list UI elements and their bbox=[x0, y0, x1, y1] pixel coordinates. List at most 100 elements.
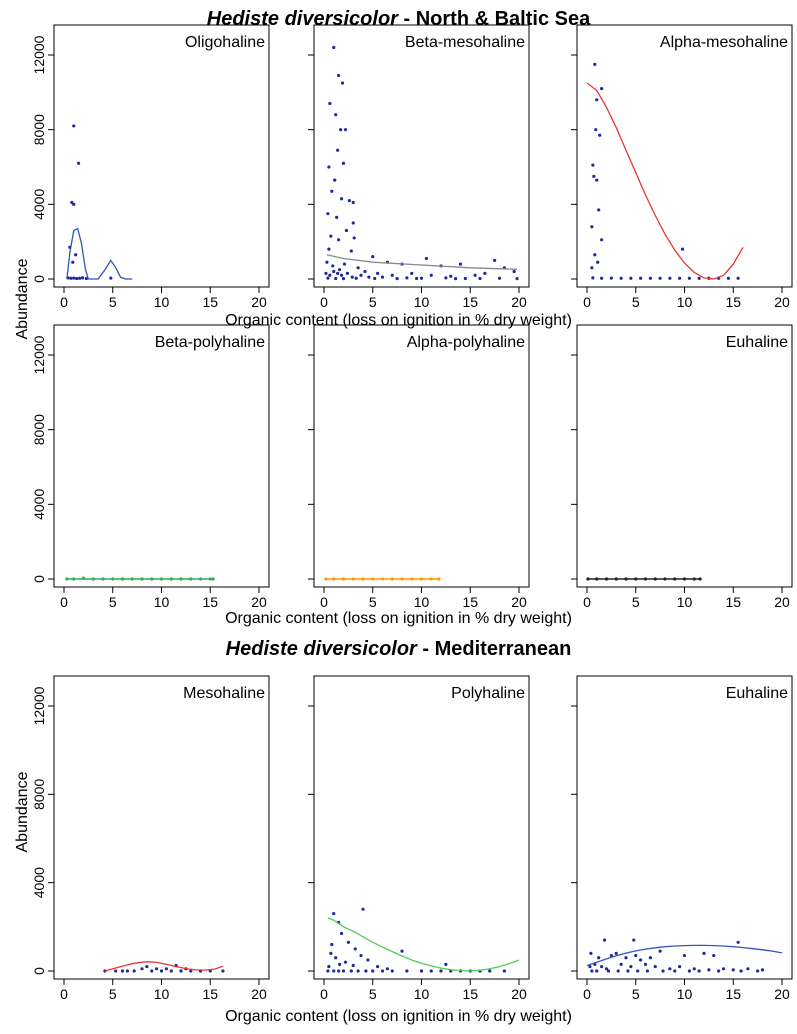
data-point bbox=[332, 45, 336, 50]
data-point bbox=[77, 161, 81, 165]
data-point bbox=[345, 271, 349, 275]
panel-label: Alpha-polyhaline bbox=[407, 334, 525, 351]
data-point bbox=[109, 276, 113, 280]
x-tick-label: 5 bbox=[369, 986, 377, 1002]
x-tick-label: 20 bbox=[774, 986, 790, 1002]
y-tick-label: 12000 bbox=[31, 335, 47, 374]
x-tick-label: 15 bbox=[725, 986, 741, 1002]
data-point bbox=[478, 276, 482, 281]
data-point bbox=[356, 969, 360, 973]
data-point bbox=[354, 276, 358, 280]
data-point bbox=[736, 940, 740, 944]
x-tick-label: 10 bbox=[677, 986, 693, 1002]
data-point bbox=[341, 969, 346, 973]
data-point bbox=[337, 969, 341, 973]
data-point bbox=[343, 960, 348, 964]
x-tick-label: 0 bbox=[320, 986, 328, 1002]
data-point bbox=[111, 577, 115, 581]
x-tick-label: 20 bbox=[511, 986, 527, 1002]
panel-label: Euhaline bbox=[726, 685, 788, 702]
x-tick-label: 5 bbox=[632, 294, 640, 310]
data-point bbox=[429, 577, 433, 581]
data-point bbox=[410, 577, 414, 581]
x-tick-label: 20 bbox=[251, 986, 267, 1002]
data-point bbox=[698, 577, 702, 581]
data-point bbox=[707, 968, 711, 972]
data-point bbox=[597, 208, 601, 212]
data-point bbox=[678, 964, 682, 969]
panel-label: Mesohaline bbox=[183, 685, 265, 702]
data-point bbox=[130, 577, 134, 581]
data-point bbox=[84, 276, 89, 281]
data-point bbox=[419, 577, 424, 581]
data-point bbox=[80, 276, 85, 280]
data-point bbox=[596, 260, 600, 264]
y-tick-label: 12000 bbox=[31, 35, 47, 74]
data-point bbox=[342, 262, 347, 266]
data-point bbox=[332, 969, 336, 973]
x-tick-label: 0 bbox=[583, 986, 591, 1002]
data-point bbox=[350, 275, 354, 279]
data-point bbox=[488, 969, 492, 973]
data-point bbox=[341, 161, 346, 165]
data-point bbox=[405, 969, 409, 973]
data-point bbox=[120, 969, 125, 973]
data-point bbox=[328, 273, 332, 277]
data-point bbox=[326, 212, 330, 216]
data-point bbox=[595, 969, 599, 973]
data-point bbox=[371, 255, 375, 259]
x-tick-label: 0 bbox=[60, 594, 68, 610]
x-tick-label: 10 bbox=[154, 594, 170, 610]
figure-title-mediterranean: Hediste diversicolor - Mediterranean bbox=[0, 638, 797, 661]
data-point bbox=[444, 276, 448, 280]
data-point bbox=[159, 577, 164, 581]
x-tick-label: 15 bbox=[725, 594, 741, 610]
data-point bbox=[593, 62, 597, 66]
data-point bbox=[614, 951, 618, 955]
data-point bbox=[673, 577, 677, 581]
x-tick-label: 5 bbox=[109, 594, 117, 610]
data-point bbox=[629, 276, 633, 280]
data-point bbox=[352, 236, 356, 240]
data-point bbox=[593, 253, 597, 257]
data-point bbox=[639, 958, 643, 962]
x-tick-label: 0 bbox=[583, 294, 591, 310]
data-point bbox=[328, 101, 332, 106]
data-point bbox=[78, 276, 82, 280]
data-point bbox=[609, 276, 613, 280]
data-point bbox=[332, 577, 336, 581]
data-point bbox=[326, 276, 330, 280]
data-point bbox=[332, 911, 336, 916]
panel-label: Alpha-mesohaline bbox=[660, 34, 788, 51]
data-point bbox=[380, 275, 385, 279]
panel-label: Beta-mesohaline bbox=[405, 34, 525, 51]
data-point bbox=[590, 225, 594, 229]
data-point bbox=[400, 949, 404, 953]
data-point bbox=[400, 577, 404, 581]
data-point bbox=[645, 969, 650, 973]
data-point bbox=[439, 969, 443, 973]
x-tick-label: 0 bbox=[583, 594, 591, 610]
data-point bbox=[140, 967, 144, 971]
data-point bbox=[329, 234, 333, 238]
data-point bbox=[636, 969, 640, 973]
x-tick-label: 5 bbox=[632, 986, 640, 1002]
data-point bbox=[169, 969, 173, 973]
title-region: - Mediterranean bbox=[416, 638, 572, 660]
data-point bbox=[588, 964, 592, 969]
x-tick-label: 20 bbox=[511, 594, 527, 610]
data-point bbox=[75, 276, 79, 281]
data-point bbox=[150, 969, 154, 973]
data-point bbox=[179, 577, 183, 581]
x-tick-label: 10 bbox=[154, 294, 170, 310]
data-point bbox=[600, 276, 604, 280]
data-point bbox=[179, 969, 183, 973]
data-point bbox=[619, 276, 623, 280]
data-point bbox=[609, 953, 613, 958]
data-point bbox=[327, 964, 331, 969]
y-tick-label: 0 bbox=[31, 275, 47, 283]
data-point bbox=[682, 953, 687, 958]
x-tick-label: 20 bbox=[774, 594, 790, 610]
data-point bbox=[604, 577, 609, 581]
x-tick-label: 20 bbox=[251, 594, 267, 610]
